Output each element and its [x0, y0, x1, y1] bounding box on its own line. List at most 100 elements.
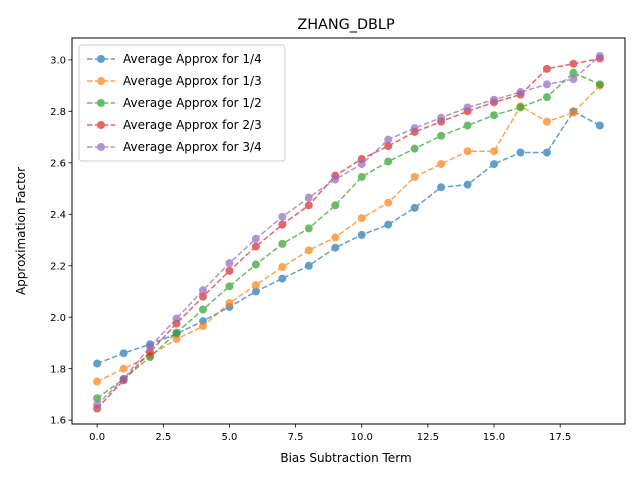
data-point — [304, 246, 313, 255]
legend-label: Average Approx for 1/2 — [123, 96, 262, 110]
data-point — [490, 111, 499, 120]
y-tick-label: 1.8 — [50, 364, 66, 375]
y-tick-label: 2.2 — [50, 261, 66, 272]
series-line — [96, 55, 601, 406]
legend-item: Average Approx for 2/3 — [87, 118, 262, 132]
legend-item: Average Approx for 1/3 — [87, 74, 262, 88]
data-point — [331, 175, 340, 184]
legend-swatch-marker — [97, 55, 105, 63]
plot-frame — [71, 37, 626, 425]
data-point — [463, 147, 472, 156]
data-point — [251, 260, 260, 269]
data-point — [93, 400, 102, 409]
legend-label: Average Approx for 1/3 — [123, 74, 262, 88]
data-point — [516, 103, 525, 112]
y-axis-ticks: 1.6 1.8 2.0 2.2 2.4 2.6 2.8 3.0 — [50, 55, 72, 427]
data-point — [225, 266, 234, 275]
legend-swatch — [87, 99, 115, 107]
legend-label: Average Approx for 1/4 — [123, 52, 262, 66]
y-tick-label: 3.0 — [50, 55, 66, 66]
legend-box — [78, 44, 286, 162]
data-point — [542, 64, 551, 73]
data-point — [542, 93, 551, 102]
x-tick-label: 2.5 — [155, 432, 171, 443]
data-point — [516, 148, 525, 157]
data-point — [516, 88, 525, 97]
data-point — [278, 239, 287, 248]
data-point — [278, 212, 287, 221]
data-point — [172, 328, 181, 337]
legend-item: Average Approx for 3/4 — [87, 140, 262, 154]
data-point — [410, 144, 419, 153]
data-point — [384, 142, 393, 151]
data-point — [410, 124, 419, 133]
data-point — [172, 335, 181, 344]
legend-label: Average Approx for 2/3 — [123, 118, 262, 132]
data-point — [357, 172, 366, 181]
y-tick-label: 2.8 — [50, 107, 66, 118]
data-point — [410, 172, 419, 181]
data-point — [357, 160, 366, 169]
series-line — [96, 110, 601, 365]
legend-swatch — [87, 121, 115, 129]
data-point — [384, 198, 393, 207]
data-point — [146, 342, 155, 351]
y-tick-label: 2.6 — [50, 158, 66, 169]
legend-swatch-marker — [97, 77, 105, 85]
legend-swatch-marker — [97, 99, 105, 107]
data-point — [119, 374, 128, 383]
x-tick-label: 10.0 — [351, 432, 373, 443]
data-point — [225, 259, 234, 268]
x-axis-label: Bias Subtraction Term — [280, 451, 411, 465]
chart-title: ZHANG_DBLP — [297, 17, 395, 33]
data-point — [437, 160, 446, 169]
y-tick-label: 2.4 — [50, 210, 66, 221]
data-point — [331, 233, 340, 242]
y-axis-label: Approximation Factor — [14, 167, 28, 295]
data-point — [304, 193, 313, 202]
data-point — [93, 394, 102, 403]
data-point — [357, 230, 366, 239]
data-point — [304, 224, 313, 233]
data-point — [331, 243, 340, 252]
data-point — [278, 274, 287, 283]
data-point — [437, 113, 446, 122]
data-point — [198, 305, 207, 314]
series-line — [96, 85, 601, 383]
data-point — [437, 183, 446, 192]
data-point — [384, 220, 393, 229]
data-point — [225, 299, 234, 308]
legend-swatch-marker — [97, 121, 105, 129]
data-point — [251, 287, 260, 296]
data-point — [542, 148, 551, 157]
x-tick-label: 15.0 — [483, 432, 505, 443]
series-line — [96, 71, 601, 399]
data-point — [198, 286, 207, 295]
data-point — [172, 314, 181, 323]
x-tick-label: 5.0 — [221, 432, 237, 443]
y-tick-label: 2.0 — [50, 313, 66, 324]
x-tick-label: 12.5 — [417, 432, 439, 443]
legend-item: Average Approx for 1/4 — [87, 52, 262, 66]
data-point — [119, 349, 128, 358]
x-tick-label: 7.5 — [288, 432, 304, 443]
legend: Average Approx for 1/4 Average Approx for… — [78, 44, 286, 162]
data-point — [198, 322, 207, 331]
data-point — [278, 220, 287, 229]
data-point — [490, 95, 499, 104]
legend-swatch — [87, 143, 115, 151]
legend-swatch — [87, 77, 115, 85]
data-point — [490, 160, 499, 169]
data-point — [569, 75, 578, 84]
x-tick-label: 17.5 — [549, 432, 571, 443]
data-point — [463, 121, 472, 130]
plot-marks — [93, 52, 604, 413]
data-point — [542, 80, 551, 89]
data-point — [331, 201, 340, 210]
data-point — [595, 52, 604, 61]
legend-swatch — [87, 55, 115, 63]
legend-swatch-marker — [97, 143, 105, 151]
data-point — [595, 121, 604, 130]
y-tick-label: 1.6 — [50, 416, 66, 427]
